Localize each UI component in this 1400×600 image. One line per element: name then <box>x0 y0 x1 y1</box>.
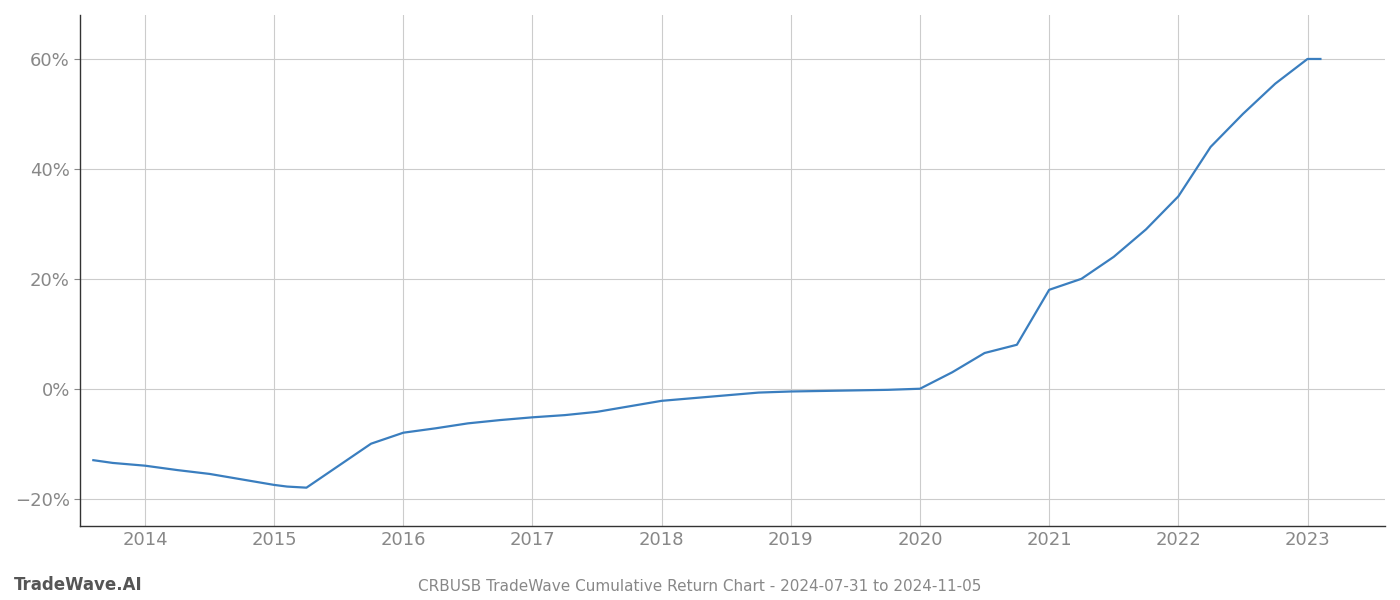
Text: TradeWave.AI: TradeWave.AI <box>14 576 143 594</box>
Text: CRBUSB TradeWave Cumulative Return Chart - 2024-07-31 to 2024-11-05: CRBUSB TradeWave Cumulative Return Chart… <box>419 579 981 594</box>
